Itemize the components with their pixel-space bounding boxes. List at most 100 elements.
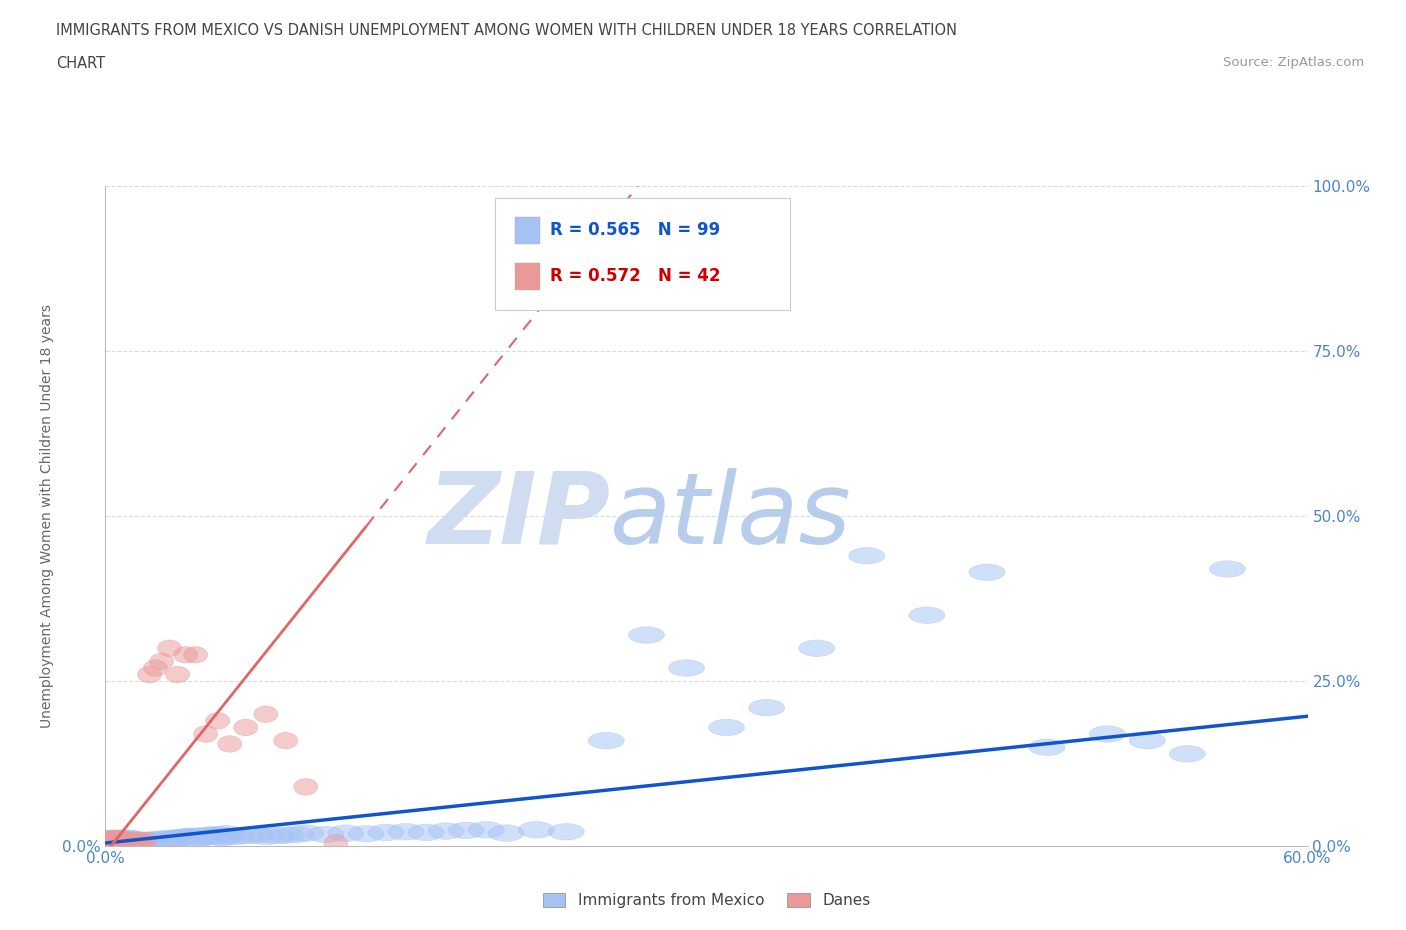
Ellipse shape bbox=[167, 829, 204, 845]
Ellipse shape bbox=[328, 825, 364, 842]
Ellipse shape bbox=[91, 832, 128, 849]
Text: IMMIGRANTS FROM MEXICO VS DANISH UNEMPLOYMENT AMONG WOMEN WITH CHILDREN UNDER 18: IMMIGRANTS FROM MEXICO VS DANISH UNEMPLO… bbox=[56, 23, 957, 38]
Ellipse shape bbox=[121, 832, 146, 848]
Ellipse shape bbox=[114, 833, 138, 850]
Ellipse shape bbox=[138, 832, 173, 849]
Ellipse shape bbox=[105, 830, 129, 846]
Ellipse shape bbox=[427, 823, 464, 840]
Ellipse shape bbox=[96, 833, 132, 850]
Ellipse shape bbox=[110, 833, 134, 850]
Ellipse shape bbox=[153, 830, 190, 847]
Ellipse shape bbox=[388, 824, 425, 840]
Ellipse shape bbox=[908, 607, 945, 623]
Ellipse shape bbox=[176, 828, 212, 844]
Ellipse shape bbox=[247, 828, 284, 844]
Ellipse shape bbox=[128, 832, 163, 848]
Ellipse shape bbox=[107, 833, 143, 850]
Ellipse shape bbox=[177, 830, 214, 846]
Ellipse shape bbox=[96, 830, 132, 846]
Ellipse shape bbox=[114, 834, 149, 851]
Ellipse shape bbox=[449, 822, 484, 839]
Ellipse shape bbox=[110, 831, 146, 848]
Ellipse shape bbox=[134, 833, 170, 850]
Ellipse shape bbox=[208, 829, 243, 845]
Ellipse shape bbox=[274, 733, 298, 749]
Text: ZIP: ZIP bbox=[427, 468, 610, 565]
Ellipse shape bbox=[308, 826, 344, 843]
Ellipse shape bbox=[111, 833, 148, 850]
Ellipse shape bbox=[110, 835, 146, 851]
Ellipse shape bbox=[97, 831, 134, 848]
Ellipse shape bbox=[184, 828, 219, 844]
Ellipse shape bbox=[208, 826, 243, 842]
Ellipse shape bbox=[124, 832, 159, 849]
Ellipse shape bbox=[104, 833, 139, 850]
Ellipse shape bbox=[132, 832, 167, 848]
Ellipse shape bbox=[128, 833, 152, 850]
Ellipse shape bbox=[194, 828, 229, 844]
Ellipse shape bbox=[120, 834, 143, 851]
Ellipse shape bbox=[138, 831, 173, 848]
Ellipse shape bbox=[748, 699, 785, 716]
Ellipse shape bbox=[101, 830, 125, 846]
Ellipse shape bbox=[288, 825, 323, 842]
Ellipse shape bbox=[125, 832, 162, 849]
Ellipse shape bbox=[124, 834, 148, 851]
Ellipse shape bbox=[118, 835, 153, 851]
Ellipse shape bbox=[1129, 733, 1166, 749]
Ellipse shape bbox=[184, 646, 208, 663]
Ellipse shape bbox=[100, 835, 124, 851]
Legend: Immigrants from Mexico, Danes: Immigrants from Mexico, Danes bbox=[537, 887, 876, 914]
Ellipse shape bbox=[110, 830, 134, 846]
Ellipse shape bbox=[143, 659, 167, 676]
Ellipse shape bbox=[238, 827, 274, 844]
Ellipse shape bbox=[107, 835, 132, 851]
Ellipse shape bbox=[129, 832, 153, 849]
Ellipse shape bbox=[1090, 725, 1125, 742]
Ellipse shape bbox=[125, 834, 162, 851]
Ellipse shape bbox=[104, 831, 128, 848]
Ellipse shape bbox=[121, 835, 157, 851]
Ellipse shape bbox=[120, 833, 156, 850]
Ellipse shape bbox=[105, 831, 142, 848]
Ellipse shape bbox=[408, 824, 444, 841]
Ellipse shape bbox=[97, 830, 121, 846]
Ellipse shape bbox=[969, 564, 1005, 580]
Ellipse shape bbox=[519, 821, 554, 838]
Ellipse shape bbox=[159, 830, 195, 846]
Ellipse shape bbox=[114, 834, 149, 851]
Ellipse shape bbox=[138, 667, 162, 683]
Ellipse shape bbox=[101, 835, 138, 851]
Ellipse shape bbox=[100, 831, 124, 848]
Ellipse shape bbox=[253, 706, 278, 723]
Ellipse shape bbox=[125, 832, 149, 848]
Ellipse shape bbox=[228, 828, 264, 844]
Ellipse shape bbox=[101, 833, 125, 850]
Ellipse shape bbox=[166, 667, 190, 683]
Text: R = 0.565   N = 99: R = 0.565 N = 99 bbox=[550, 221, 720, 239]
Ellipse shape bbox=[1170, 746, 1205, 762]
Ellipse shape bbox=[143, 830, 180, 847]
Ellipse shape bbox=[111, 831, 135, 848]
Ellipse shape bbox=[104, 830, 139, 846]
Ellipse shape bbox=[97, 832, 121, 849]
Ellipse shape bbox=[172, 828, 208, 844]
Ellipse shape bbox=[218, 828, 253, 844]
Ellipse shape bbox=[107, 830, 143, 846]
Ellipse shape bbox=[100, 833, 135, 850]
Ellipse shape bbox=[157, 830, 194, 846]
Ellipse shape bbox=[849, 548, 884, 564]
Y-axis label: Unemployment Among Women with Children Under 18 years: Unemployment Among Women with Children U… bbox=[39, 304, 53, 728]
Ellipse shape bbox=[468, 821, 505, 838]
Text: R = 0.572   N = 42: R = 0.572 N = 42 bbox=[550, 268, 720, 286]
Ellipse shape bbox=[101, 831, 138, 848]
Ellipse shape bbox=[120, 833, 156, 850]
Ellipse shape bbox=[187, 829, 224, 845]
Ellipse shape bbox=[105, 833, 129, 850]
Ellipse shape bbox=[134, 832, 157, 848]
Ellipse shape bbox=[1029, 739, 1066, 755]
Ellipse shape bbox=[267, 827, 304, 844]
Ellipse shape bbox=[173, 646, 198, 663]
Ellipse shape bbox=[205, 712, 229, 729]
Ellipse shape bbox=[488, 825, 524, 842]
